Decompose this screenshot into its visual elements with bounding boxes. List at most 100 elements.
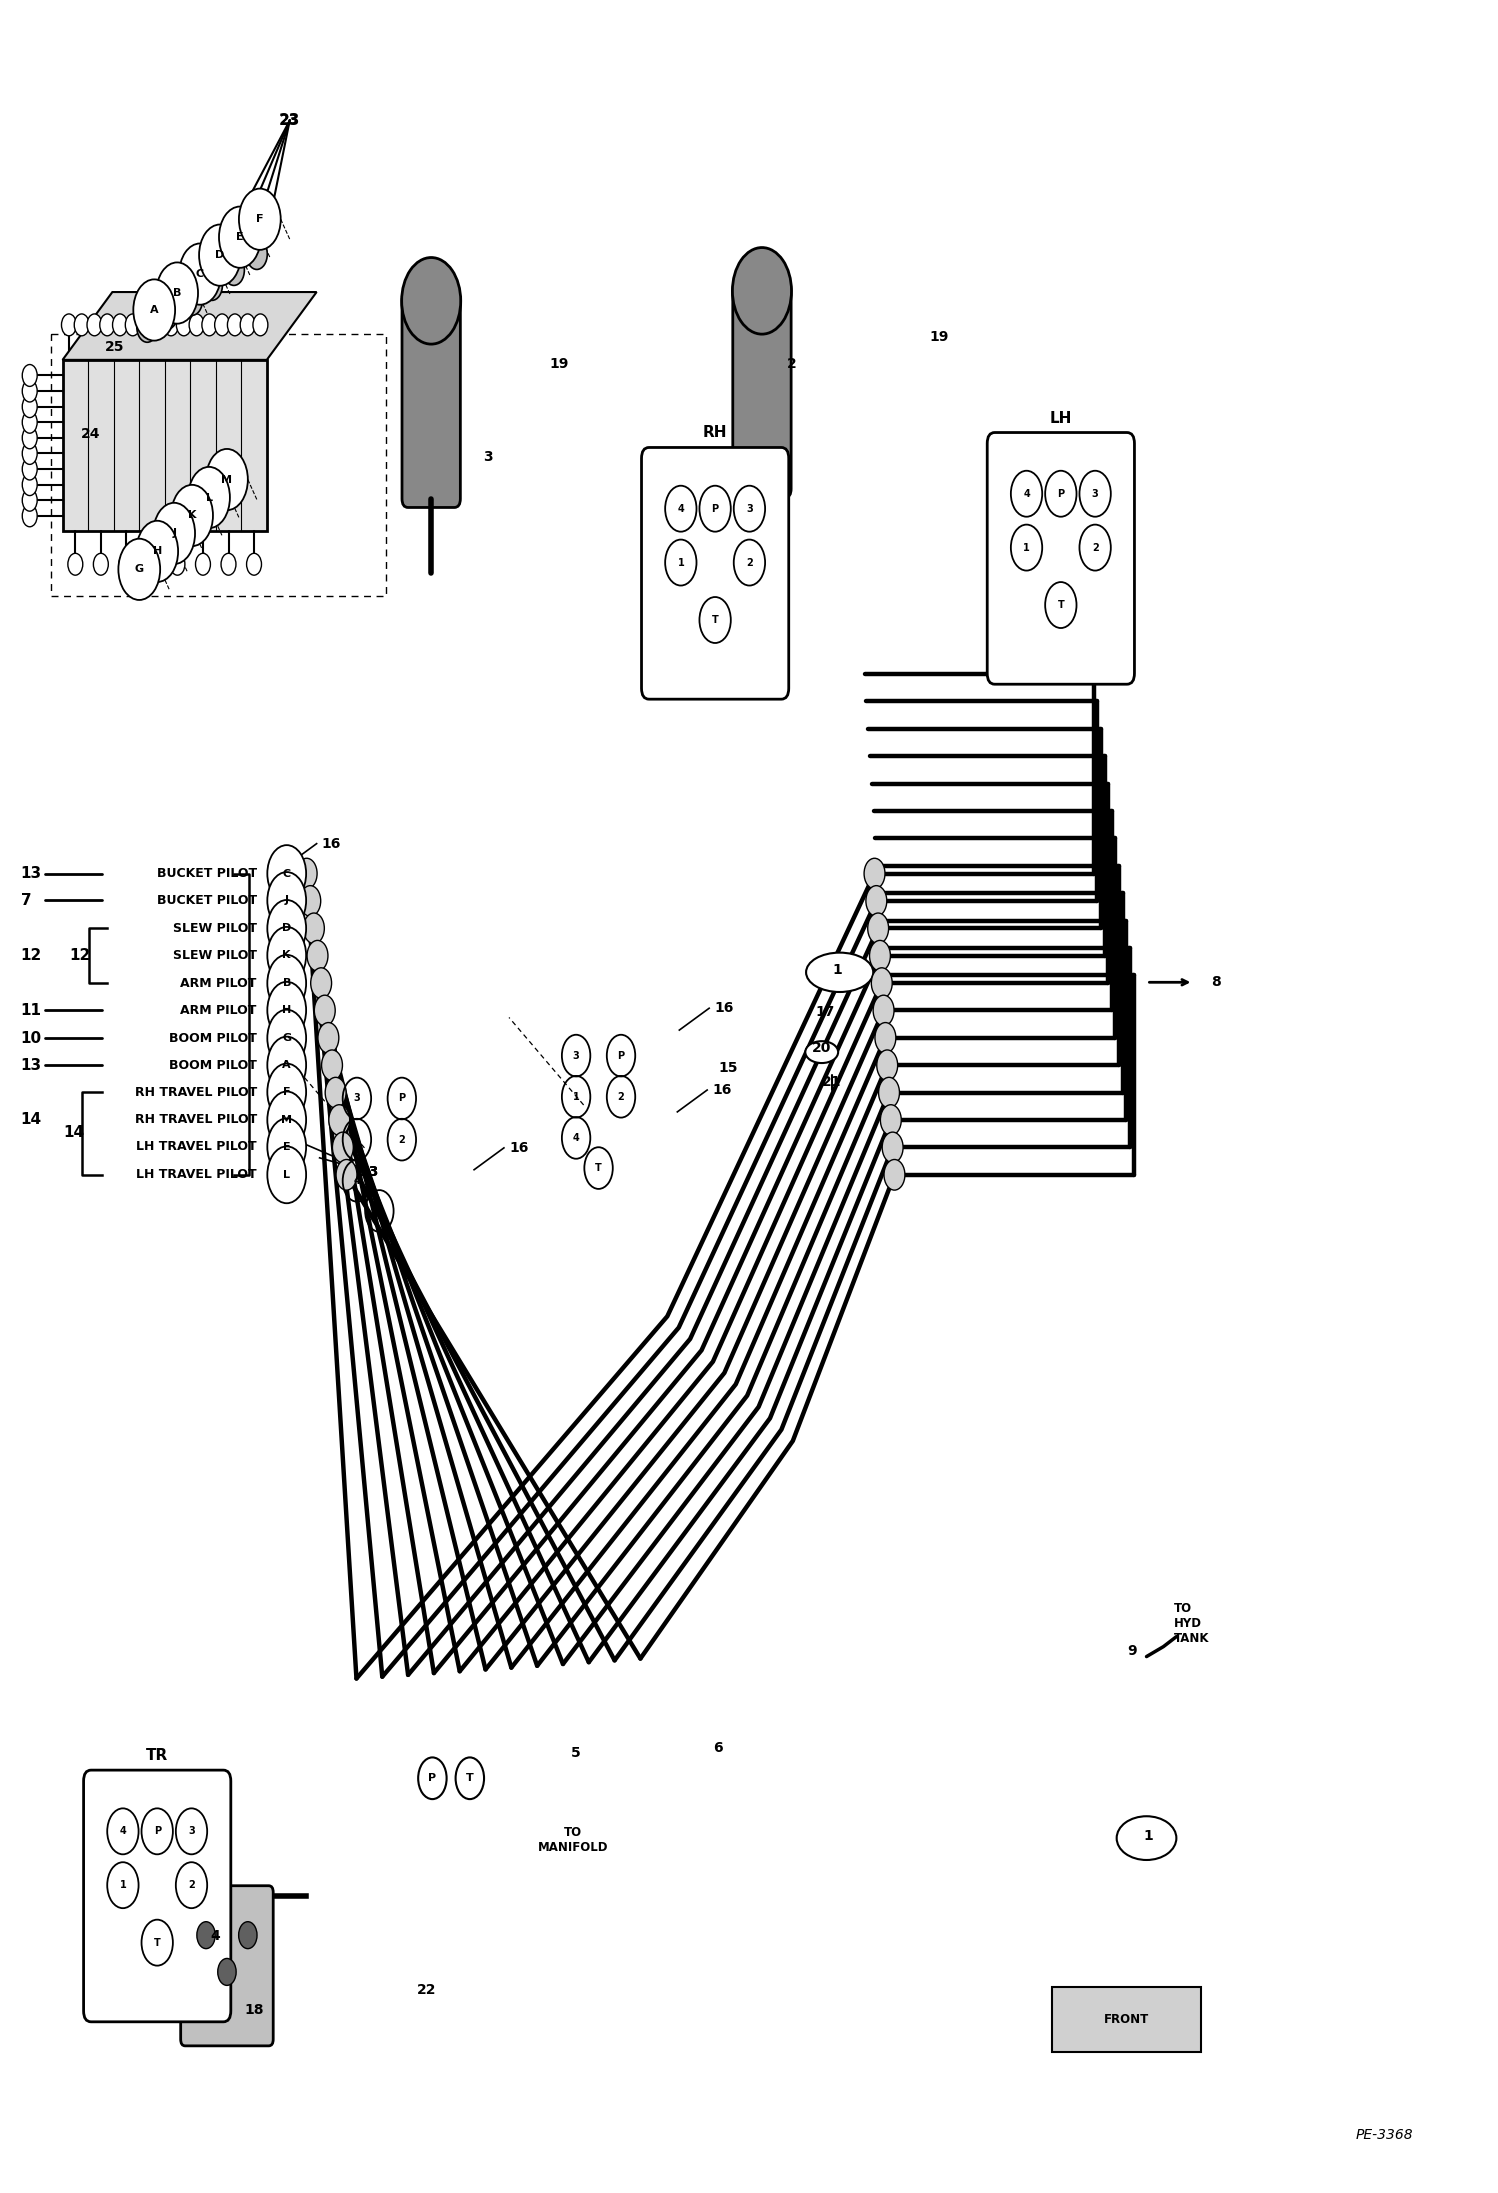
Circle shape bbox=[228, 314, 243, 336]
Text: 23: 23 bbox=[279, 114, 301, 127]
Text: F: F bbox=[283, 1088, 291, 1096]
Text: P: P bbox=[617, 1050, 625, 1061]
Text: 14: 14 bbox=[63, 1125, 84, 1140]
Polygon shape bbox=[63, 292, 316, 360]
Text: 3: 3 bbox=[484, 450, 493, 463]
Circle shape bbox=[67, 553, 82, 575]
Text: 2: 2 bbox=[786, 357, 797, 371]
Text: L: L bbox=[205, 493, 213, 502]
Circle shape bbox=[879, 1077, 899, 1107]
Text: 1: 1 bbox=[120, 1879, 126, 1890]
Circle shape bbox=[22, 412, 37, 434]
Circle shape bbox=[872, 967, 893, 998]
Circle shape bbox=[336, 1160, 357, 1191]
FancyBboxPatch shape bbox=[987, 432, 1134, 684]
Circle shape bbox=[297, 857, 318, 888]
Ellipse shape bbox=[806, 952, 873, 991]
Text: T: T bbox=[595, 1162, 602, 1173]
Text: 19: 19 bbox=[930, 329, 948, 344]
Text: 4: 4 bbox=[120, 1827, 126, 1836]
Circle shape bbox=[869, 941, 890, 971]
Text: 18: 18 bbox=[244, 2002, 264, 2018]
Circle shape bbox=[223, 254, 244, 285]
Circle shape bbox=[157, 298, 178, 329]
Text: 11: 11 bbox=[21, 1002, 42, 1018]
Circle shape bbox=[87, 314, 102, 336]
Circle shape bbox=[222, 553, 237, 575]
Circle shape bbox=[253, 314, 268, 336]
Text: 3: 3 bbox=[189, 1827, 195, 1836]
Text: 12: 12 bbox=[69, 947, 90, 963]
Text: K: K bbox=[187, 511, 196, 520]
Circle shape bbox=[22, 458, 37, 480]
Circle shape bbox=[100, 314, 115, 336]
Text: SLEW PILOT: SLEW PILOT bbox=[172, 921, 256, 934]
Text: 16: 16 bbox=[715, 1002, 734, 1015]
Text: T: T bbox=[1058, 601, 1064, 610]
Circle shape bbox=[118, 553, 133, 575]
Circle shape bbox=[22, 443, 37, 465]
Text: C: C bbox=[196, 270, 204, 279]
Circle shape bbox=[333, 1132, 354, 1162]
Text: D: D bbox=[282, 923, 291, 934]
Text: 4: 4 bbox=[354, 1175, 361, 1186]
Text: PE-3368: PE-3368 bbox=[1356, 2127, 1413, 2143]
Circle shape bbox=[126, 314, 141, 336]
Text: 22: 22 bbox=[416, 1982, 436, 1998]
Text: 1: 1 bbox=[1023, 542, 1031, 553]
Circle shape bbox=[189, 314, 204, 336]
Circle shape bbox=[267, 954, 306, 1011]
Text: RH TRAVEL PILOT: RH TRAVEL PILOT bbox=[135, 1086, 256, 1099]
Circle shape bbox=[267, 1147, 306, 1204]
Text: 3: 3 bbox=[1092, 489, 1098, 498]
Text: E: E bbox=[283, 1143, 291, 1151]
Text: 14: 14 bbox=[21, 1112, 42, 1127]
Circle shape bbox=[169, 553, 184, 575]
Text: 6: 6 bbox=[713, 1741, 724, 1754]
Circle shape bbox=[310, 967, 331, 998]
Text: A: A bbox=[150, 305, 159, 316]
Circle shape bbox=[214, 314, 229, 336]
Text: 20: 20 bbox=[812, 1042, 831, 1055]
Circle shape bbox=[238, 1921, 258, 1950]
Circle shape bbox=[267, 1037, 306, 1094]
Bar bbox=[63, 360, 267, 531]
Text: 2: 2 bbox=[398, 1134, 406, 1145]
FancyBboxPatch shape bbox=[84, 1770, 231, 2022]
Circle shape bbox=[864, 857, 885, 888]
Circle shape bbox=[22, 504, 37, 526]
Circle shape bbox=[75, 314, 90, 336]
FancyBboxPatch shape bbox=[181, 1886, 273, 2046]
Circle shape bbox=[133, 279, 175, 340]
Text: J: J bbox=[172, 529, 177, 539]
Circle shape bbox=[267, 873, 306, 930]
Text: T: T bbox=[712, 614, 719, 625]
Text: 4: 4 bbox=[572, 1134, 580, 1143]
Text: 1: 1 bbox=[1143, 1829, 1153, 1842]
Circle shape bbox=[171, 485, 213, 546]
Text: 23: 23 bbox=[360, 1164, 379, 1180]
Text: ARM PILOT: ARM PILOT bbox=[180, 1004, 256, 1018]
Text: TO
MANIFOLD: TO MANIFOLD bbox=[538, 1827, 608, 1853]
Text: 8: 8 bbox=[1212, 976, 1221, 989]
Text: 1: 1 bbox=[572, 1092, 580, 1101]
Circle shape bbox=[322, 1050, 343, 1081]
Text: P: P bbox=[1058, 489, 1065, 498]
Circle shape bbox=[240, 314, 255, 336]
Text: E: E bbox=[237, 232, 244, 241]
Text: 21: 21 bbox=[822, 1075, 842, 1090]
Circle shape bbox=[867, 912, 888, 943]
FancyBboxPatch shape bbox=[1052, 1987, 1201, 2053]
Text: BUCKET PILOT: BUCKET PILOT bbox=[157, 866, 256, 879]
Circle shape bbox=[93, 553, 108, 575]
Text: P: P bbox=[428, 1774, 436, 1783]
Text: SLEW PILOT: SLEW PILOT bbox=[172, 950, 256, 963]
Circle shape bbox=[177, 314, 192, 336]
Text: LH TRAVEL PILOT: LH TRAVEL PILOT bbox=[136, 1140, 256, 1154]
Text: 1: 1 bbox=[354, 1134, 361, 1145]
Text: 9: 9 bbox=[1126, 1643, 1137, 1658]
Text: 3: 3 bbox=[746, 504, 753, 513]
Text: F: F bbox=[256, 215, 264, 224]
Text: P: P bbox=[712, 504, 719, 513]
Circle shape bbox=[202, 314, 217, 336]
